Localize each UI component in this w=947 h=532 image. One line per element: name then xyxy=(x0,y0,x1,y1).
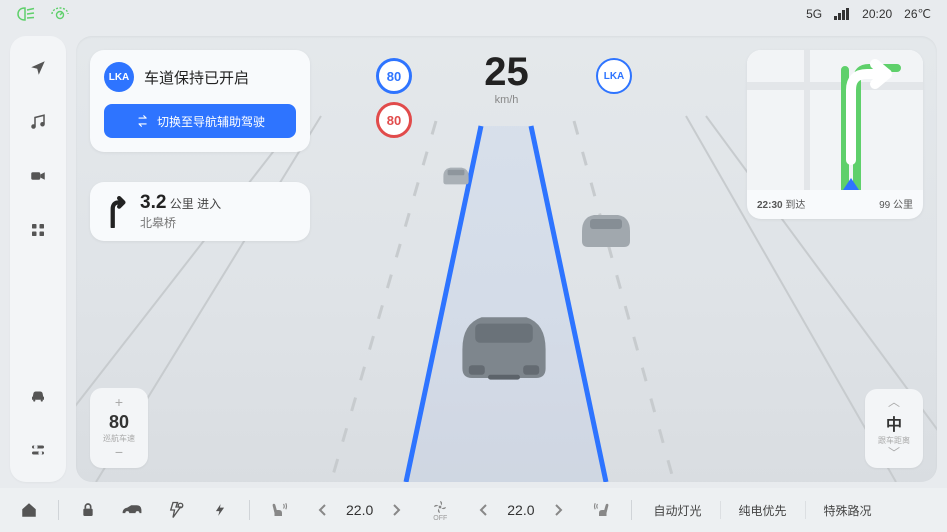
speed-display: 25 km/h xyxy=(484,52,529,106)
dock-seat-heat-right-icon[interactable] xyxy=(583,494,621,526)
cruise-speed-value: 80 xyxy=(90,412,148,433)
follow-decrease-button[interactable]: ﹀ xyxy=(865,446,923,460)
dock-pill-autolights[interactable]: 自动灯光 xyxy=(642,502,714,519)
dock-vehicle-icon[interactable] xyxy=(113,494,151,526)
outside-temp: 26℃ xyxy=(904,7,931,21)
sidebar-car-icon[interactable] xyxy=(20,378,56,414)
signal-icon xyxy=(834,8,850,20)
headlight-icon xyxy=(16,7,36,21)
cruise-decrease-button[interactable]: − xyxy=(90,444,148,460)
remaining-distance: 99 xyxy=(879,200,890,211)
dock-temp-left: 22.0 xyxy=(304,494,415,526)
dock-home-icon[interactable] xyxy=(10,494,48,526)
nav-turn-card[interactable]: 3.2 公里 进入 北皋桥 xyxy=(90,182,310,241)
driving-view: 25 km/h 80 80 LKA LKA 车道保持已开启 切换至导航辅助驾驶 … xyxy=(76,36,937,482)
swap-icon xyxy=(135,114,149,128)
speed-unit: km/h xyxy=(484,94,529,106)
temp-right-up-button[interactable] xyxy=(539,494,577,526)
dock-charge-icon[interactable] xyxy=(157,494,195,526)
clock: 20:20 xyxy=(862,7,892,21)
speed-value: 25 xyxy=(484,52,529,92)
dock-seat-heat-left-icon[interactable] xyxy=(260,494,298,526)
turn-right-icon xyxy=(104,196,130,228)
temp-left-value: 22.0 xyxy=(344,502,375,518)
sidebar-music-icon[interactable] xyxy=(20,104,56,140)
lka-badge-icon: LKA xyxy=(104,62,134,92)
temp-left-down-button[interactable] xyxy=(304,494,342,526)
cruise-speed-label: 巡航车速 xyxy=(90,433,148,444)
status-bar: 5G 20:20 26℃ xyxy=(0,0,947,28)
sidebar-apps-icon[interactable] xyxy=(20,212,56,248)
dock-lock-icon[interactable] xyxy=(69,494,107,526)
switch-to-noa-button[interactable]: 切换至导航辅助驾驶 xyxy=(104,104,296,138)
dock-temp-right: 22.0 xyxy=(465,494,576,526)
network-label: 5G xyxy=(806,7,822,21)
dock-fan-icon[interactable]: OFF xyxy=(421,494,459,526)
nav-distance: 3.2 xyxy=(140,192,166,213)
minimap[interactable]: 22:30 到达 99 公里 xyxy=(747,50,923,219)
temp-left-up-button[interactable] xyxy=(377,494,415,526)
bottom-dock: 22.0 OFF 22.0 自动灯光 纯电优先 特殊路况 xyxy=(0,488,947,532)
remaining-unit: 公里 xyxy=(893,200,913,211)
cruise-increase-button[interactable]: + xyxy=(90,394,148,410)
minimap-canvas xyxy=(747,50,923,190)
sidebar-nav-icon[interactable] xyxy=(20,50,56,86)
lka-status-title: 车道保持已开启 xyxy=(144,67,249,88)
temp-right-down-button[interactable] xyxy=(465,494,503,526)
sidebar xyxy=(10,36,66,482)
cruise-status-icon xyxy=(50,7,70,21)
lka-status-card: LKA 车道保持已开启 切换至导航辅助驾驶 xyxy=(90,50,310,152)
temp-right-value: 22.0 xyxy=(505,502,536,518)
speed-limit-advisory: 80 xyxy=(376,58,412,94)
dock-pill-special-road[interactable]: 特殊路况 xyxy=(812,502,884,519)
speed-limit-legal: 80 xyxy=(376,102,412,138)
cruise-speed-card: + 80 巡航车速 − xyxy=(90,388,148,468)
dock-energy-icon[interactable] xyxy=(201,494,239,526)
nav-destination: 北皋桥 xyxy=(140,214,221,231)
dock-pill-ev-priority[interactable]: 纯电优先 xyxy=(727,502,799,519)
follow-increase-button[interactable]: ︿ xyxy=(865,395,923,409)
follow-distance-card: ︿ 中 跟车距离 ﹀ xyxy=(865,389,923,468)
nav-verb: 进入 xyxy=(197,197,221,211)
sidebar-settings-icon[interactable] xyxy=(20,432,56,468)
follow-distance-value: 中 xyxy=(865,411,923,435)
follow-distance-label: 跟车距离 xyxy=(865,435,923,446)
eta-time: 22:30 xyxy=(757,200,783,211)
lka-indicator: LKA xyxy=(596,58,632,94)
sidebar-camera-icon[interactable] xyxy=(20,158,56,194)
nav-distance-unit: 公里 xyxy=(170,197,194,211)
fan-off-label: OFF xyxy=(433,515,447,522)
eta-label: 到达 xyxy=(785,200,805,211)
